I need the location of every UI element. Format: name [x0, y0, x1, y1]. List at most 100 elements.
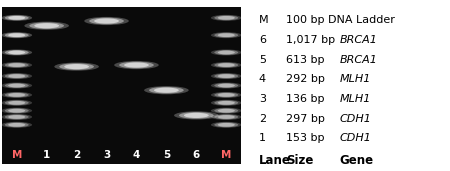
Ellipse shape [211, 92, 242, 98]
Text: 1: 1 [259, 133, 266, 143]
Ellipse shape [211, 82, 242, 89]
Ellipse shape [218, 84, 235, 87]
Text: 6: 6 [259, 35, 266, 45]
Text: BRCA1: BRCA1 [340, 55, 378, 65]
Ellipse shape [5, 115, 29, 119]
Text: 297 bp: 297 bp [286, 114, 324, 124]
Ellipse shape [8, 93, 25, 97]
Ellipse shape [214, 100, 238, 105]
Ellipse shape [1, 82, 32, 89]
Ellipse shape [24, 22, 69, 30]
Ellipse shape [1, 114, 32, 120]
Ellipse shape [218, 101, 235, 105]
Text: 100 bp DNA Ladder: 100 bp DNA Ladder [286, 15, 398, 25]
Ellipse shape [211, 114, 242, 120]
Text: 4: 4 [259, 74, 266, 84]
Ellipse shape [5, 15, 29, 20]
Text: Gene: Gene [340, 154, 374, 167]
Ellipse shape [218, 123, 235, 127]
Text: 3: 3 [103, 150, 110, 160]
Ellipse shape [1, 15, 32, 21]
Ellipse shape [211, 49, 242, 55]
Ellipse shape [211, 108, 242, 114]
Ellipse shape [211, 73, 242, 79]
Ellipse shape [218, 33, 235, 37]
Ellipse shape [214, 74, 238, 78]
Ellipse shape [8, 74, 25, 78]
Ellipse shape [149, 87, 184, 94]
Ellipse shape [114, 61, 159, 69]
Text: 1: 1 [43, 150, 50, 160]
Text: M: M [259, 15, 268, 25]
Ellipse shape [1, 92, 32, 98]
Ellipse shape [144, 86, 189, 94]
Ellipse shape [5, 63, 29, 68]
Ellipse shape [34, 23, 59, 28]
Ellipse shape [214, 93, 238, 97]
Bar [2, 7, 241, 164]
Text: 292 bp: 292 bp [286, 74, 324, 84]
Text: 6: 6 [193, 150, 200, 160]
Ellipse shape [124, 62, 149, 68]
Ellipse shape [5, 74, 29, 78]
Text: BRCA1: BRCA1 [340, 35, 378, 45]
Ellipse shape [211, 122, 242, 128]
Ellipse shape [5, 50, 29, 55]
Text: CDH1: CDH1 [340, 133, 372, 143]
Text: M: M [221, 150, 231, 160]
Ellipse shape [54, 63, 99, 71]
Ellipse shape [94, 18, 119, 24]
Ellipse shape [5, 122, 29, 127]
Text: M: M [12, 150, 22, 160]
Ellipse shape [214, 50, 238, 55]
Text: 4: 4 [133, 150, 140, 160]
Ellipse shape [218, 93, 235, 97]
Ellipse shape [1, 122, 32, 128]
Text: Lane: Lane [259, 154, 291, 167]
Ellipse shape [218, 63, 235, 67]
Text: Size: Size [286, 154, 313, 167]
Ellipse shape [8, 33, 25, 37]
Ellipse shape [119, 62, 154, 68]
Text: 2: 2 [73, 150, 80, 160]
Ellipse shape [8, 115, 25, 119]
Ellipse shape [211, 62, 242, 68]
Ellipse shape [154, 88, 179, 93]
Ellipse shape [64, 64, 89, 69]
Text: 5: 5 [163, 150, 170, 160]
Text: 3: 3 [259, 94, 266, 104]
Ellipse shape [214, 63, 238, 68]
Ellipse shape [5, 93, 29, 97]
Text: MLH1: MLH1 [340, 74, 371, 84]
Ellipse shape [1, 108, 32, 114]
Ellipse shape [8, 84, 25, 87]
Ellipse shape [218, 74, 235, 78]
Ellipse shape [214, 83, 238, 88]
Ellipse shape [218, 115, 235, 119]
Ellipse shape [5, 33, 29, 38]
Ellipse shape [214, 115, 238, 119]
Ellipse shape [1, 62, 32, 68]
Text: 1,017 bp: 1,017 bp [286, 35, 335, 45]
Ellipse shape [218, 109, 235, 113]
Ellipse shape [214, 122, 238, 127]
Ellipse shape [218, 51, 235, 54]
Ellipse shape [5, 100, 29, 105]
Text: 153 bp: 153 bp [286, 133, 324, 143]
Text: CDH1: CDH1 [340, 114, 372, 124]
Text: 5: 5 [259, 55, 266, 65]
Ellipse shape [214, 15, 238, 20]
Ellipse shape [8, 51, 25, 54]
Ellipse shape [89, 18, 124, 24]
Text: MLH1: MLH1 [340, 94, 371, 104]
Ellipse shape [218, 16, 235, 20]
Ellipse shape [8, 123, 25, 127]
Ellipse shape [184, 113, 209, 118]
Ellipse shape [214, 33, 238, 38]
Ellipse shape [211, 100, 242, 106]
Ellipse shape [5, 83, 29, 88]
Ellipse shape [211, 15, 242, 21]
Ellipse shape [179, 112, 214, 119]
Ellipse shape [8, 109, 25, 113]
Ellipse shape [1, 100, 32, 106]
